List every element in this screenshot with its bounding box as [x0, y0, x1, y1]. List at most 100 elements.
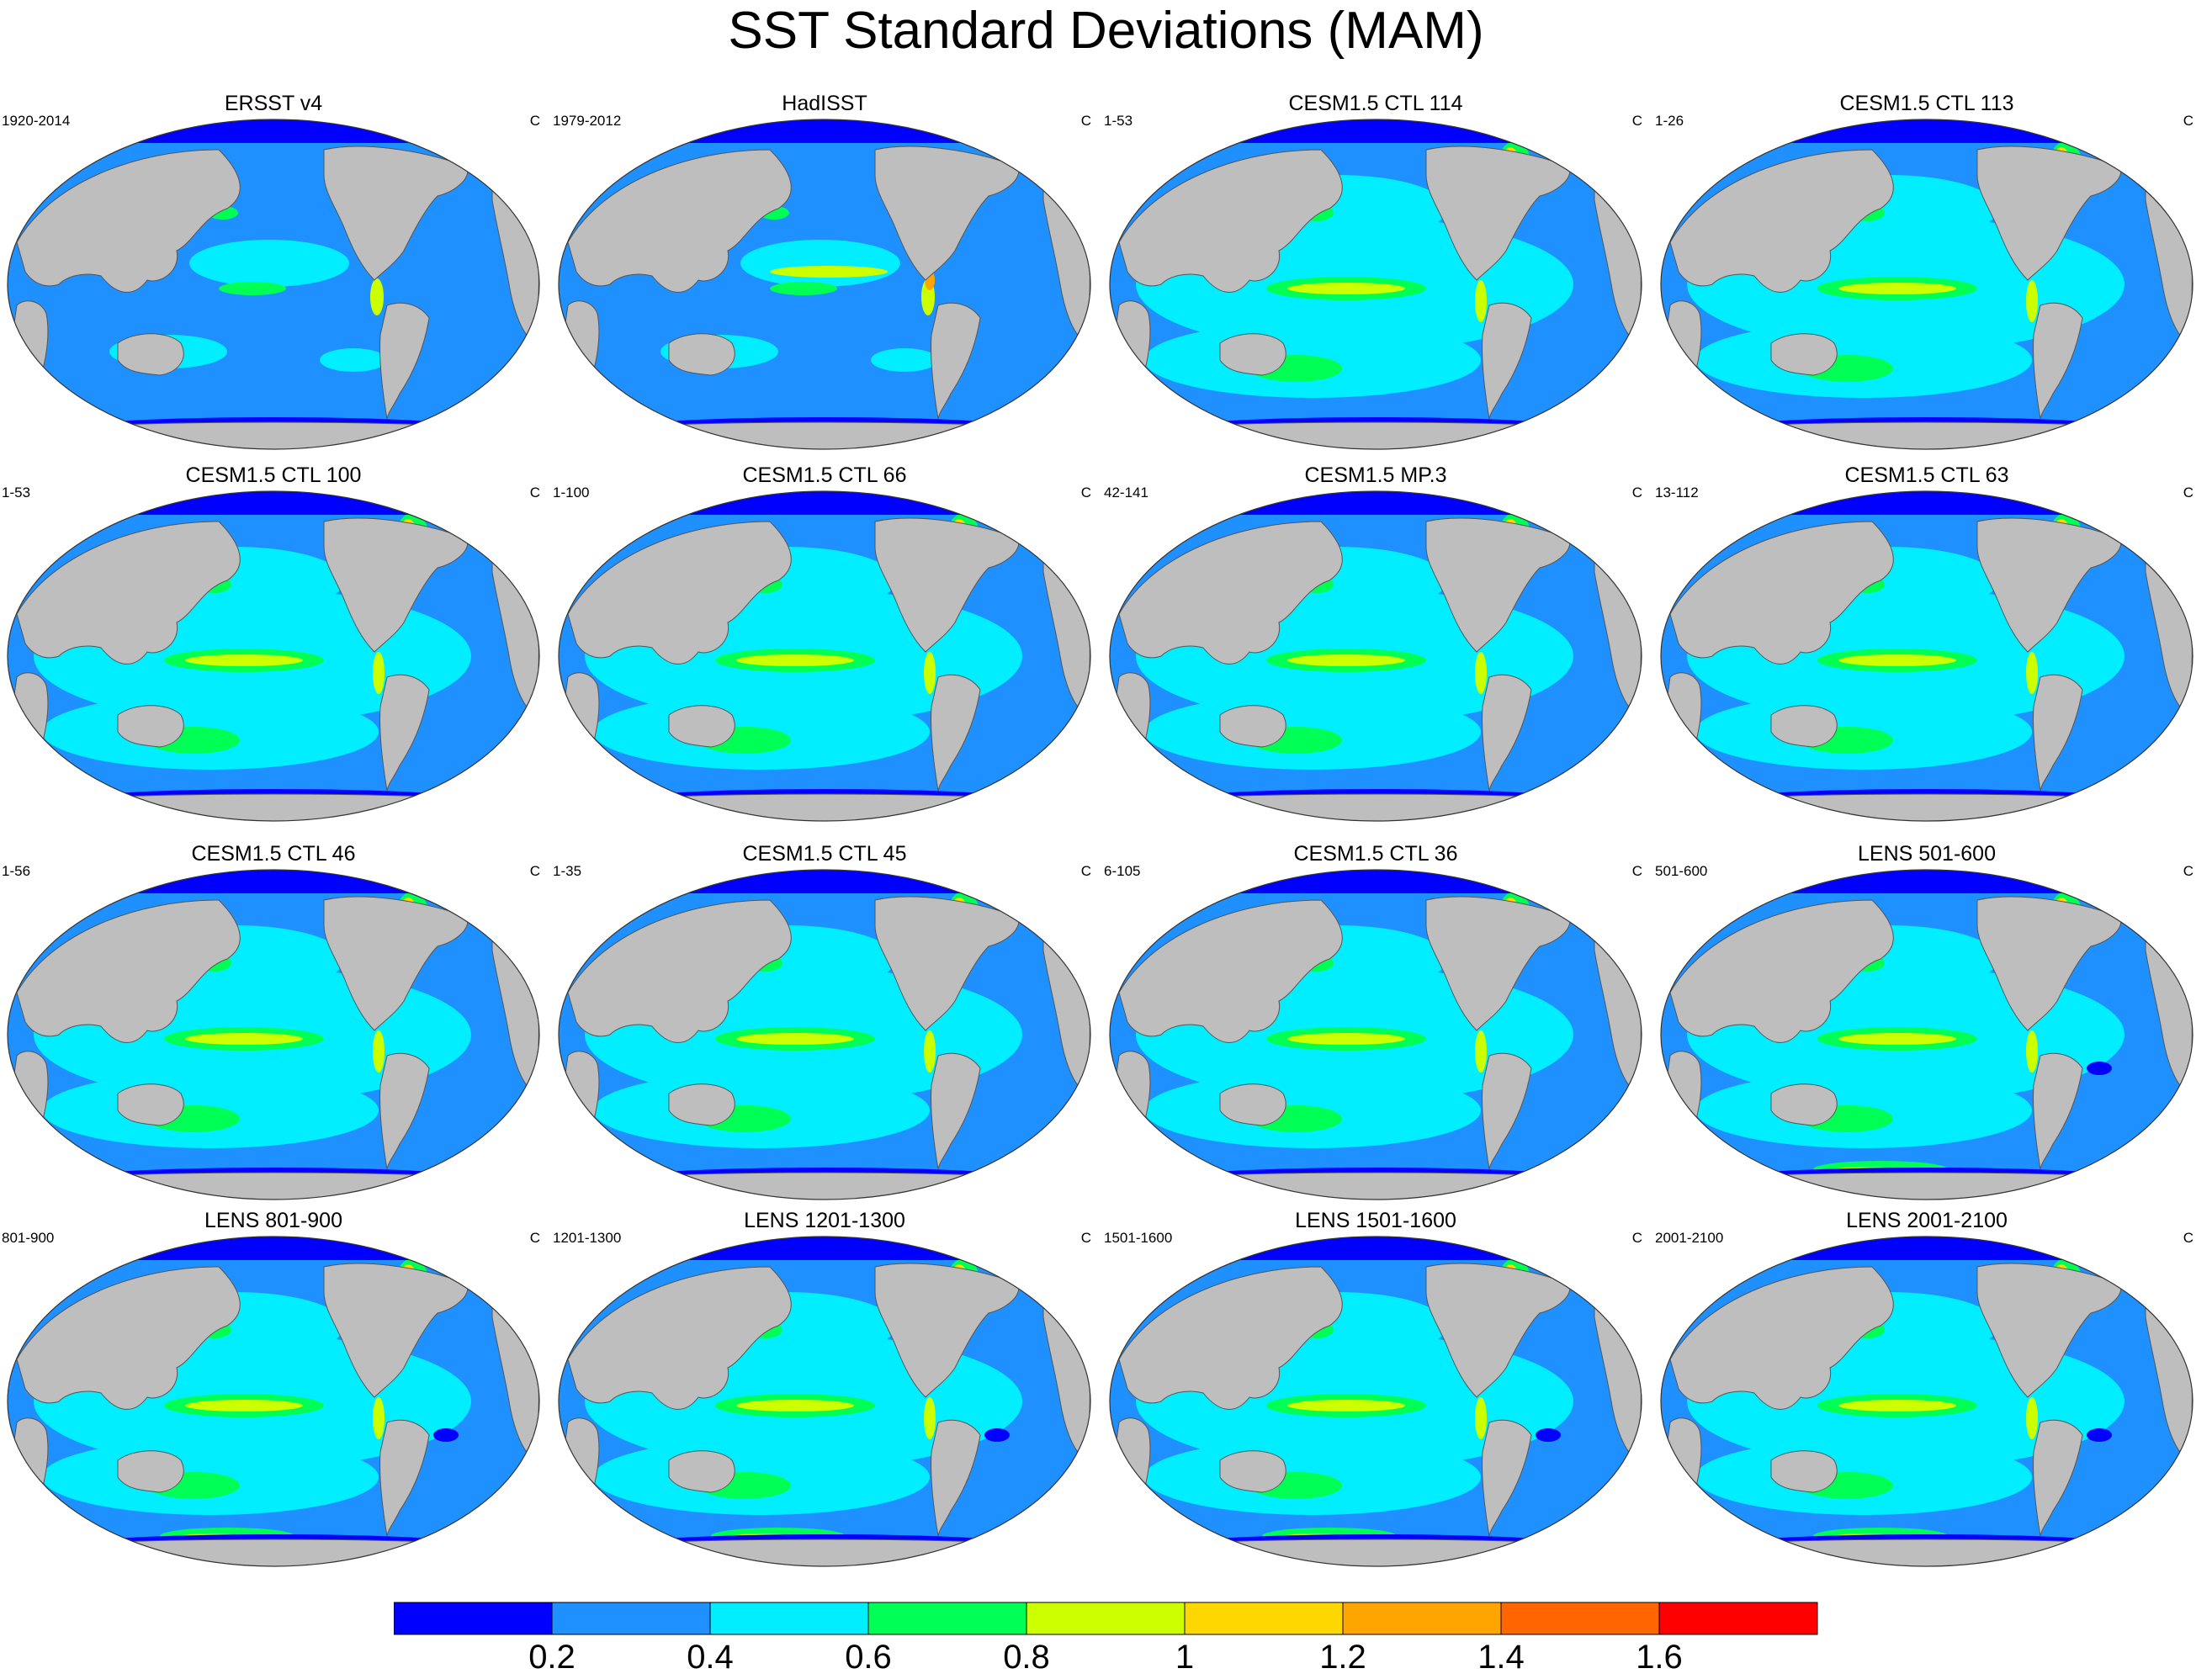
sst-contour-region: [2026, 1030, 2038, 1073]
australia-landmass: [668, 1083, 735, 1126]
colorbar-swatch: [1342, 1602, 1502, 1635]
sst-contour-region: [2026, 1397, 2038, 1439]
sst-contour-region: [736, 1033, 854, 1045]
antarctica-landmass: [1169, 793, 1583, 821]
south-america-landmass: [2033, 302, 2083, 420]
south-america-landmass: [2033, 674, 2083, 792]
asia-landmass: [567, 521, 792, 665]
africa-landmass: [12, 1417, 49, 1512]
north-america-landmass: [874, 1263, 1020, 1398]
africa-landmass: [1114, 672, 1151, 766]
map-outline: [558, 490, 1091, 822]
panel-units-label: C: [1080, 863, 1091, 879]
panel-title: LENS 801-900: [204, 1209, 342, 1232]
robinson-map: [558, 119, 1091, 450]
arctic-ice-region: [8, 491, 539, 515]
panel-period-label: 1-53: [1104, 113, 1133, 129]
asia-landmass: [16, 149, 241, 293]
map-panel: CESM1.5 CTL 45 1-35 C: [551, 841, 1098, 1228]
sst-contour-region: [2026, 280, 2038, 322]
sst-contour-region: [189, 240, 349, 287]
sst-contour-region: [1838, 1400, 1956, 1412]
sst-contour-region: [984, 1428, 1010, 1442]
robinson-map: [558, 869, 1091, 1200]
sst-contour-region: [370, 278, 384, 315]
panel-title: CESM1.5 MP.3: [1304, 463, 1447, 487]
sst-contour-region: [924, 1030, 936, 1073]
panel-units-label: C: [2183, 113, 2193, 129]
robinson-map: [7, 119, 540, 450]
asia-landmass: [16, 899, 241, 1043]
map-content: [8, 491, 539, 821]
panel-period-label: 801-900: [2, 1230, 55, 1246]
map-outline: [1660, 119, 2193, 450]
arctic-ice-region: [559, 1237, 1090, 1260]
panel-title: ERSST v4: [224, 92, 323, 115]
asia-landmass: [1118, 149, 1343, 293]
sst-contour-region: [320, 348, 387, 372]
colorbar-tick-label: 1.6: [1636, 1639, 1683, 1676]
panel-units-label: C: [529, 863, 540, 879]
robinson-map: [1660, 1236, 2193, 1567]
panel-period-label: 2001-2100: [1655, 1230, 1724, 1246]
antarctica-landmass: [1169, 1539, 1583, 1566]
map-outline: [1660, 490, 2193, 822]
sst-contour-region: [924, 652, 936, 694]
map-outline: [1109, 490, 1642, 822]
map-panel: LENS 501-600 501-600 C: [1653, 841, 2200, 1228]
antarctica-landmass: [1720, 1172, 2134, 1200]
north-america-landmass: [1976, 146, 2122, 281]
australia-landmass: [117, 1083, 184, 1126]
south-america-landmass: [379, 1052, 430, 1170]
australia-landmass: [1770, 1083, 1838, 1126]
asia-landmass: [567, 149, 792, 293]
arctic-ice-region: [1661, 119, 2193, 143]
panel-period-label: 1920-2014: [2, 113, 71, 129]
map-panel: CESM1.5 CTL 114 1-53 C: [1102, 91, 1649, 478]
south-america-landmass: [379, 674, 430, 792]
north-america-landmass: [874, 517, 1020, 653]
south-america-landmass: [379, 302, 430, 420]
antarctica-landmass: [1720, 793, 2134, 821]
panel-units-label: C: [2183, 863, 2193, 879]
colorbar-swatch: [1184, 1602, 1344, 1635]
arctic-ice-region: [8, 119, 539, 143]
map-outline: [1109, 119, 1642, 450]
panel-period-label: 1-26: [1655, 113, 1684, 129]
map-content: [1110, 491, 1642, 821]
panel-period-label: 6-105: [1104, 863, 1141, 879]
robinson-map: [7, 490, 540, 822]
north-america-landmass: [874, 896, 1020, 1031]
antarctica-landmass: [1169, 1172, 1583, 1200]
map-content: [559, 491, 1090, 821]
map-content: [8, 1237, 539, 1566]
arctic-ice-region: [1110, 870, 1642, 893]
panel-title: CESM1.5 CTL 63: [1844, 463, 2009, 487]
panel-period-label: 1979-2012: [553, 113, 622, 129]
panel-title: CESM1.5 CTL 45: [742, 842, 907, 866]
australia-landmass: [1219, 333, 1286, 376]
south-america-landmass: [1482, 1052, 1532, 1170]
asia-landmass: [1669, 1266, 1894, 1410]
map-content: [1661, 119, 2193, 449]
panel-units-label: C: [1080, 113, 1091, 129]
antarctica-landmass: [66, 1539, 480, 1566]
sst-contour-region: [1475, 280, 1487, 322]
robinson-map: [558, 490, 1091, 822]
colorbar-tick-label: 1.2: [1319, 1639, 1366, 1676]
sst-contour-region: [185, 654, 303, 666]
arctic-ice-region: [559, 491, 1090, 515]
africa-landmass: [563, 1051, 600, 1145]
asia-landmass: [1118, 899, 1343, 1043]
panel-period-label: 1501-1600: [1104, 1230, 1173, 1246]
arctic-ice-region: [1661, 491, 2193, 515]
africa-landmass: [1114, 300, 1151, 395]
panel-title: HadISST: [782, 92, 867, 115]
map-outline: [1109, 869, 1642, 1200]
robinson-map: [1109, 119, 1642, 450]
panel-period-label: 1-56: [2, 863, 31, 879]
north-america-landmass: [1976, 896, 2122, 1031]
africa-landmass: [563, 300, 600, 395]
sst-contour-region: [770, 266, 888, 278]
asia-landmass: [567, 1266, 792, 1410]
